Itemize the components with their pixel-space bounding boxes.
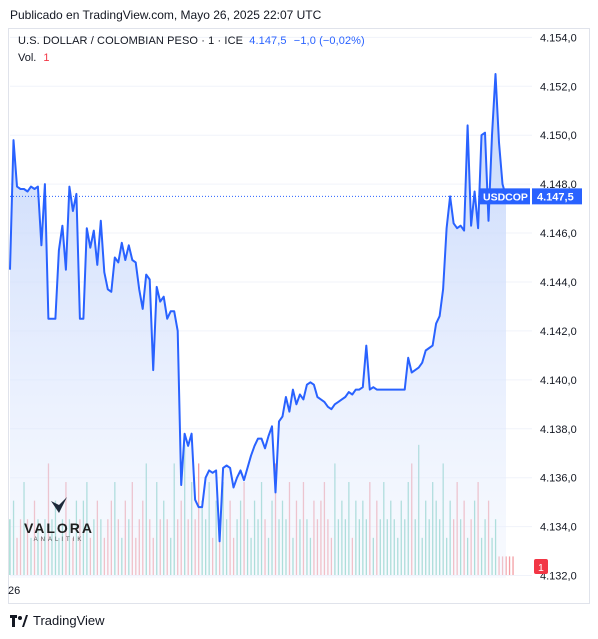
volume-label: Vol. xyxy=(18,52,37,64)
y-tick-label: 4.146,0 xyxy=(540,228,577,240)
y-tick-label: 4.144,0 xyxy=(540,277,577,289)
legend-change: −1,0 (−0,02%) xyxy=(293,35,365,47)
y-tick-label: 4.140,0 xyxy=(540,375,577,387)
ticker-tag-label: USDCOP xyxy=(483,191,528,203)
volume-bar xyxy=(508,556,511,575)
price-tag xyxy=(532,188,582,205)
price-line xyxy=(9,73,507,543)
volume-badge-label: 1 xyxy=(538,562,544,574)
y-tick-label: 4.148,0 xyxy=(540,179,577,191)
x-tick-label: 26 xyxy=(8,585,20,597)
y-tick-label: 4.152,0 xyxy=(540,81,577,93)
volume-badge xyxy=(534,559,548,574)
watermark-subtitle: ANALITIK xyxy=(33,537,85,543)
volume-legend: Vol. 1 xyxy=(18,52,50,64)
published-caption: Publicado en TradingView.com, Mayo 26, 2… xyxy=(10,8,322,22)
volume-value: 1 xyxy=(43,52,50,64)
ticker-tag xyxy=(480,188,530,205)
y-tick-label: 4.154,0 xyxy=(540,32,577,44)
valora-watermark: VALORA ANALITIK xyxy=(22,495,96,543)
volume-bar xyxy=(505,556,507,575)
watermark-name: VALORA xyxy=(23,520,95,536)
y-tick-label: 4.136,0 xyxy=(540,473,577,485)
symbol-name: U.S. DOLLAR / COLOMBIAN PESO · 1 · ICE xyxy=(18,35,244,47)
y-tick-label: 4.150,0 xyxy=(540,130,577,142)
y-tick-label: 4.138,0 xyxy=(540,424,577,436)
y-tick-label: 4.132,0 xyxy=(540,571,577,583)
tradingview-logo-icon xyxy=(10,614,28,627)
y-tick-label: 4.142,0 xyxy=(540,326,577,338)
volume-bar xyxy=(512,556,514,575)
legend-price: 4.147,5 xyxy=(249,35,287,47)
valora-logo-icon xyxy=(51,497,67,513)
y-tick-label: 4.134,0 xyxy=(540,522,577,534)
price-tag-label: 4.147,5 xyxy=(537,191,574,203)
chart-frame xyxy=(8,28,590,604)
price-area xyxy=(10,74,506,578)
tradingview-footer[interactable]: TradingView xyxy=(10,613,105,628)
symbol-legend: U.S. DOLLAR / COLOMBIAN PESO · 1 · ICE 4… xyxy=(18,35,365,47)
footer-brand: TradingView xyxy=(33,613,105,628)
